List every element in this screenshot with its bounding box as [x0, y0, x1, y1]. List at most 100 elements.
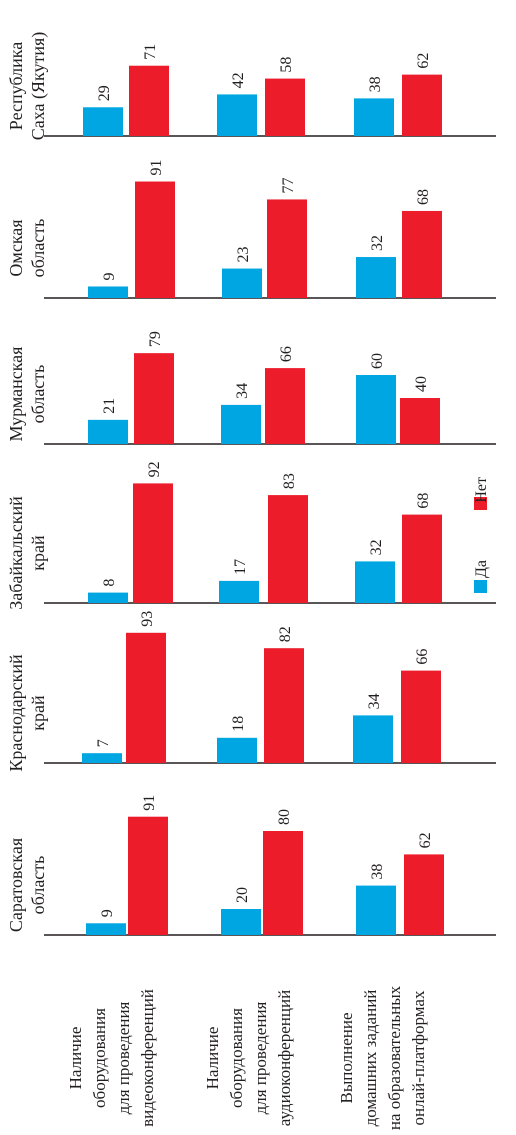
panel-title: край: [28, 695, 48, 731]
bar-net: [400, 398, 440, 444]
bar-net: [404, 854, 444, 935]
data-label: 91: [148, 160, 165, 176]
data-label: 71: [142, 44, 159, 60]
bar-da: [88, 286, 128, 298]
bar-da: [88, 592, 128, 603]
legend-swatch-da: [474, 580, 487, 593]
bar-net: [135, 181, 175, 298]
data-label: 40: [413, 376, 430, 392]
bar-net: [268, 495, 308, 603]
data-label: 32: [369, 235, 386, 251]
data-label: 93: [139, 611, 156, 627]
category-label: для проведения: [114, 1001, 133, 1114]
panel-title: Забайкальский: [6, 496, 26, 610]
data-label: 34: [234, 383, 251, 399]
bar-net: [402, 74, 442, 136]
category-label: онлай-платформах: [409, 990, 428, 1125]
bar-net: [263, 831, 303, 935]
bar-da: [82, 753, 122, 763]
data-label: 66: [278, 346, 295, 362]
data-label: 60: [369, 353, 386, 369]
panel-title: Омская: [6, 219, 26, 276]
category-label: аудиоконференций: [275, 990, 294, 1126]
data-label: 42: [230, 72, 247, 88]
panel-title: область: [28, 219, 48, 278]
bar-net: [128, 816, 168, 935]
panel-title: область: [28, 856, 48, 915]
category-label: Наличие: [66, 1027, 85, 1090]
category-label: видеоконференций: [138, 989, 157, 1127]
bar-net: [402, 210, 442, 298]
data-label: 38: [369, 864, 386, 880]
bar-da: [221, 404, 261, 444]
bar-net: [264, 648, 304, 763]
legend-label-net: Нет: [473, 477, 490, 503]
data-label: 7: [95, 739, 112, 747]
data-label: 21: [101, 398, 118, 414]
data-label: 23: [235, 247, 252, 263]
data-label: 82: [277, 626, 294, 642]
category-label: оборудования: [227, 1008, 246, 1108]
panel-title: область: [28, 365, 48, 424]
data-label: 77: [280, 177, 297, 193]
category-label: на образовательных: [385, 985, 404, 1130]
data-label: 8: [101, 579, 118, 587]
bar-da: [353, 715, 393, 763]
data-label: 58: [278, 57, 295, 73]
bar-net: [129, 65, 169, 136]
category-label: для проведения: [251, 1001, 270, 1114]
data-label: 29: [96, 85, 113, 101]
bar-da: [83, 107, 123, 136]
data-label: 68: [415, 493, 432, 509]
data-label: 79: [147, 331, 164, 347]
category-label: оборудования: [90, 1008, 109, 1108]
bar-da: [221, 909, 261, 935]
bar-da: [86, 923, 126, 935]
bar-da: [217, 94, 257, 136]
bar-net: [126, 632, 166, 763]
bar-net: [267, 199, 307, 298]
panel-title: край: [28, 535, 48, 571]
bar-da: [217, 737, 257, 763]
bar-da: [354, 98, 394, 136]
data-label: 91: [141, 795, 158, 811]
bar-net: [265, 78, 305, 136]
bar-da: [355, 561, 395, 603]
data-label: 38: [367, 76, 384, 92]
bar-net: [133, 483, 173, 603]
panel-title: Республика: [6, 42, 26, 130]
data-label: 20: [234, 887, 251, 903]
bar-da: [356, 257, 396, 298]
panel-title: Мурманская: [6, 347, 26, 442]
data-label: 9: [101, 272, 118, 280]
panel-title: Саратовская: [6, 838, 26, 932]
category-label: Наличие: [203, 1027, 222, 1090]
data-label: 66: [414, 649, 431, 665]
bar-da: [356, 885, 396, 935]
data-label: 83: [281, 473, 298, 489]
bar-da: [356, 375, 396, 444]
data-label: 32: [368, 539, 385, 555]
panel-title: Саха (Якутия): [28, 32, 49, 141]
bar-net: [134, 353, 174, 444]
bar-da: [222, 268, 262, 298]
data-label: 62: [415, 53, 432, 69]
bar-da: [219, 580, 259, 603]
data-label: 34: [366, 693, 383, 709]
data-label: 62: [417, 832, 434, 848]
bar-net: [265, 368, 305, 444]
data-label: 80: [276, 809, 293, 825]
data-label: 9: [99, 909, 116, 917]
legend-swatch-net: [474, 497, 487, 510]
data-label: 92: [146, 461, 163, 477]
data-label: 68: [415, 189, 432, 205]
legend-label-da: Да: [473, 560, 490, 578]
bar-da: [88, 419, 128, 444]
category-label: домашних заданий: [361, 990, 380, 1127]
bar-net: [402, 514, 442, 603]
bar-net: [401, 670, 441, 763]
data-label: 17: [232, 559, 249, 575]
category-label: Выполнение: [337, 1012, 356, 1103]
data-label: 18: [230, 716, 247, 732]
